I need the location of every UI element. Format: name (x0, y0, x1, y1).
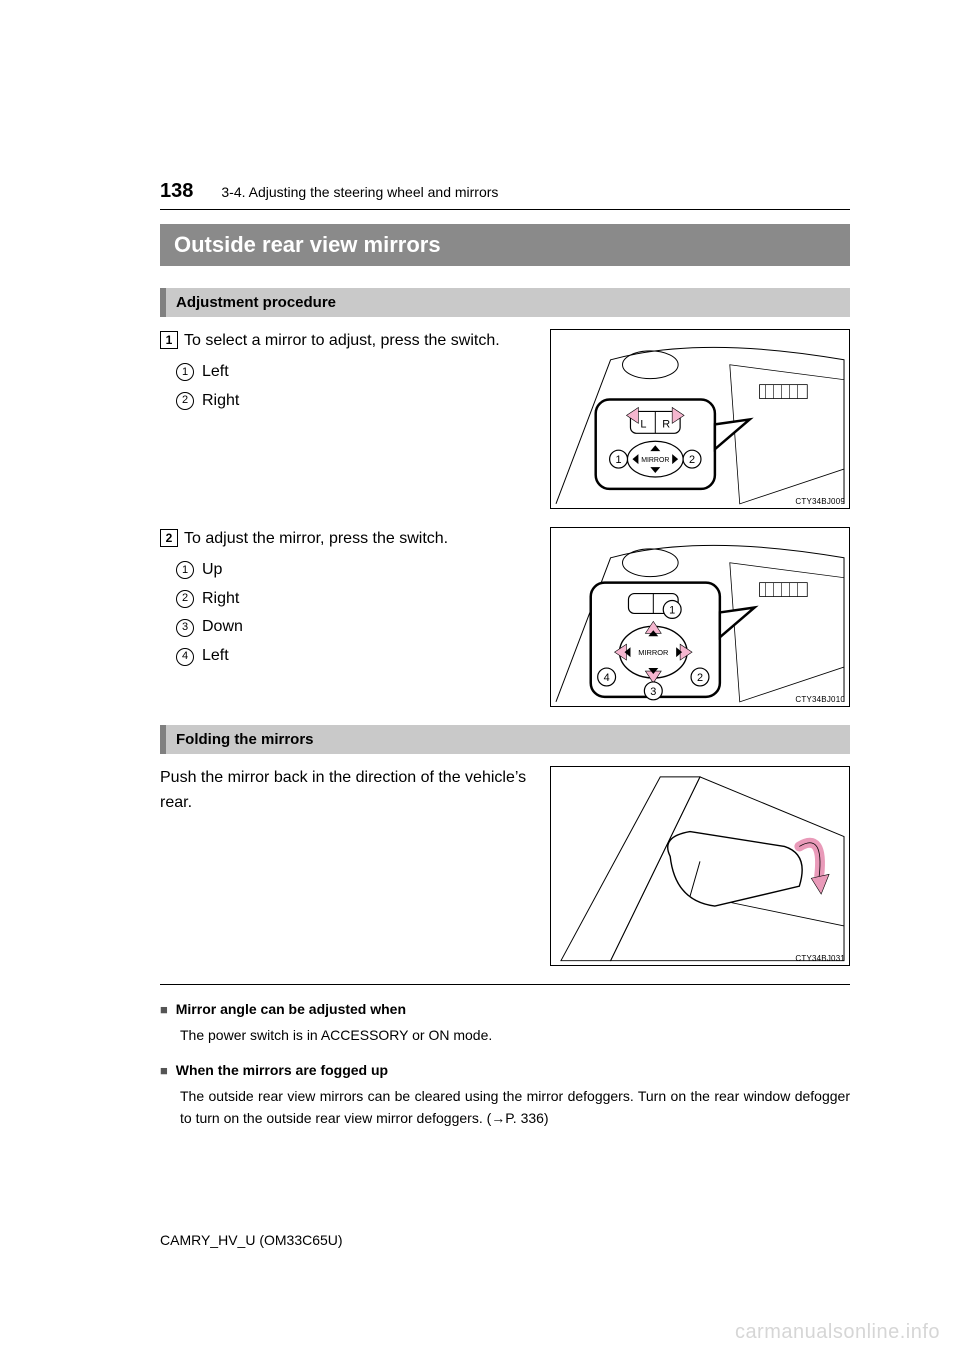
label-R: R (662, 418, 670, 430)
option-right: 2 Right (176, 587, 532, 612)
svg-text:1: 1 (616, 454, 622, 466)
folding-text: Push the mirror back in the direction of… (160, 766, 532, 966)
svg-text:3: 3 (650, 686, 656, 698)
step-1-line: 1 To select a mirror to adjust, press the… (160, 329, 532, 354)
step-1-options: 1 Left 2 Right (176, 360, 532, 414)
subheading-folding: Folding the mirrors (160, 725, 850, 754)
svg-text:2: 2 (689, 454, 695, 466)
circled-4-icon: 4 (176, 648, 194, 666)
step-2-body: To adjust the mirror, press the switch. (184, 530, 448, 547)
option-label: Right (202, 587, 239, 612)
note-2-body: The outside rear view mirrors can be cle… (180, 1086, 850, 1129)
note-2: ■ When the mirrors are fogged up The out… (160, 1060, 850, 1129)
option-label: Left (202, 360, 229, 385)
svg-text:1: 1 (669, 604, 675, 616)
figure-code: CTY34BJ010 (795, 695, 845, 704)
watermark: carmanualsonline.info (735, 1321, 940, 1344)
figure-sketch-icon: 1 2 L R MIRROR (551, 330, 849, 509)
circled-1-icon: 1 (176, 561, 194, 579)
svg-text:4: 4 (604, 672, 610, 684)
step-box-icon: 1 (160, 331, 178, 349)
figure-3-col: CTY34BJ031 (550, 766, 850, 966)
option-up: 1 Up (176, 558, 532, 583)
note-1: ■ Mirror angle can be adjusted when The … (160, 999, 850, 1046)
circled-2-icon: 2 (176, 392, 194, 410)
circled-3-icon: 3 (176, 619, 194, 637)
note-1-body: The power switch is in ACCESSORY or ON m… (180, 1025, 850, 1047)
option-left: 1 Left (176, 360, 532, 385)
page-title: Outside rear view mirrors (160, 224, 850, 266)
step-2-line: 2 To adjust the mirror, press the switch. (160, 527, 532, 552)
note-1-head: Mirror angle can be adjusted when (176, 1001, 406, 1017)
option-label: Up (202, 558, 222, 583)
note-2-head: When the mirrors are fogged up (176, 1062, 388, 1078)
option-left: 4 Left (176, 644, 532, 669)
figure-code: CTY34BJ031 (795, 954, 845, 963)
step-2-row: 2 To adjust the mirror, press the switch.… (160, 527, 850, 707)
step-1-body: To select a mirror to adjust, press the … (184, 332, 500, 349)
folding-body: Push the mirror back in the direction of… (160, 769, 526, 811)
document-id: CAMRY_HV_U (OM33C65U) (160, 1232, 343, 1248)
svg-text:2: 2 (697, 672, 703, 684)
step-2-options: 1 Up 2 Right 3 Down 4 Left (176, 558, 532, 669)
option-label: Right (202, 389, 239, 414)
subheading-adjustment: Adjustment procedure (160, 288, 850, 317)
page-header: 138 3-4. Adjusting the steering wheel an… (160, 180, 850, 210)
label-mirror: MIRROR (641, 457, 669, 464)
step-2-text: 2 To adjust the mirror, press the switch.… (160, 527, 532, 707)
option-label: Left (202, 644, 229, 669)
figure-code: CTY34BJ009 (795, 497, 845, 506)
folding-row: Push the mirror back in the direction of… (160, 766, 850, 966)
manual-page: 138 3-4. Adjusting the steering wheel an… (0, 0, 960, 1129)
notes-section: ■ Mirror angle can be adjusted when The … (160, 984, 850, 1129)
label-mirror: MIRROR (638, 648, 669, 657)
page-number: 138 (160, 180, 193, 203)
figure-adjust-mirror: MIRROR 1 2 3 (550, 527, 850, 707)
circled-1-icon: 1 (176, 363, 194, 381)
step-1-text: 1 To select a mirror to adjust, press the… (160, 329, 532, 509)
square-bullet-icon: ■ (160, 1000, 168, 1020)
figure-sketch-icon: MIRROR 1 2 3 (551, 528, 849, 707)
step-box-icon: 2 (160, 529, 178, 547)
figure-select-mirror: 1 2 L R MIRROR CTY34BJ009 (550, 329, 850, 509)
option-right: 2 Right (176, 389, 532, 414)
figure-fold-mirror: CTY34BJ031 (550, 766, 850, 966)
label-L: L (640, 418, 646, 430)
option-down: 3 Down (176, 615, 532, 640)
step-1-row: 1 To select a mirror to adjust, press the… (160, 329, 850, 509)
square-bullet-icon: ■ (160, 1061, 168, 1081)
figure-1-col: 1 2 L R MIRROR CTY34BJ009 (550, 329, 850, 509)
circled-2-icon: 2 (176, 590, 194, 608)
figure-sketch-icon (551, 767, 849, 966)
figure-2-col: MIRROR 1 2 3 (550, 527, 850, 707)
option-label: Down (202, 615, 243, 640)
section-path: 3-4. Adjusting the steering wheel and mi… (221, 184, 498, 200)
